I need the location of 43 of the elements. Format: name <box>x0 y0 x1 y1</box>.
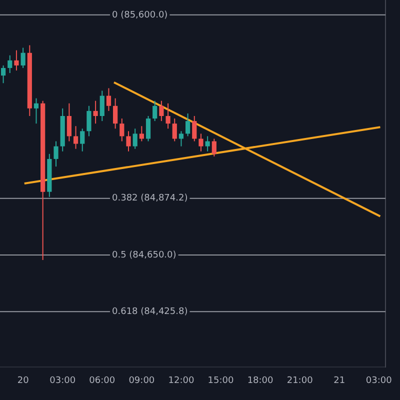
candlestick <box>0 64 6 84</box>
ref-line-label: 0.382 (84,874.2) <box>112 194 188 204</box>
ref-line-label: 0.5 (84,650.0) <box>112 250 176 260</box>
candlestick <box>198 133 204 152</box>
candlestick <box>106 88 112 112</box>
x-tick-label: 15:00 <box>208 376 234 386</box>
candlestick <box>100 90 104 122</box>
candlestick <box>185 112 190 137</box>
candlestick <box>139 126 144 142</box>
candlestick <box>20 47 26 68</box>
x-tick-label: 21:00 <box>286 376 314 386</box>
x-tick-label: 06:00 <box>89 376 116 386</box>
candlestick <box>93 100 98 124</box>
candlestick <box>126 130 131 152</box>
candlestick <box>54 140 58 168</box>
candlestick <box>132 128 138 150</box>
candlestick <box>120 118 124 142</box>
candlestick <box>86 105 92 137</box>
candlestick <box>34 98 39 124</box>
candlestick <box>152 100 158 122</box>
candlestick <box>66 102 72 142</box>
ref-line-label: 0 (85,600.0) <box>112 10 168 20</box>
candlestick <box>73 126 78 150</box>
candlestick <box>205 136 210 152</box>
candlestick <box>8 54 12 74</box>
candlestick <box>146 116 151 142</box>
candlestick <box>113 98 118 130</box>
candlestick <box>80 128 85 152</box>
x-tick-label: 03:00 <box>366 376 392 386</box>
x-tick-label: 21 <box>334 376 346 386</box>
x-tick-label: 09:00 <box>128 376 155 386</box>
x-tick-label: 18:00 <box>247 376 274 386</box>
ref-line-label: 0.618 (84,425.8) <box>112 306 188 317</box>
x-tick-label: 20 <box>17 376 30 386</box>
candlestick <box>159 100 164 122</box>
candlestick <box>166 102 170 130</box>
candlestick <box>178 130 184 147</box>
candlestick <box>172 118 177 142</box>
candlestick <box>212 138 216 157</box>
x-tick-label: 03:00 <box>50 376 76 386</box>
candlestick <box>192 116 197 142</box>
x-tick-label: 12:00 <box>168 376 194 386</box>
candlestick <box>14 50 19 72</box>
